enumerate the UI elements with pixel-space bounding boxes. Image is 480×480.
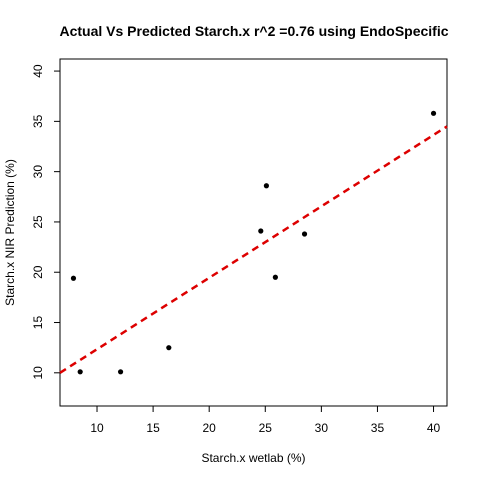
y-tick-label: 10 <box>31 366 45 380</box>
y-tick-label: 15 <box>31 316 45 330</box>
data-point <box>77 369 83 375</box>
x-axis-label: Starch.x wetlab (%) <box>201 451 305 465</box>
data-point <box>263 183 269 189</box>
x-axis: 10 15 20 25 30 35 40 <box>90 406 441 435</box>
data-point <box>258 228 264 234</box>
y-tick-label: 25 <box>31 215 45 229</box>
y-axis: 10 15 20 25 30 35 40 <box>31 64 60 379</box>
data-point <box>430 110 437 116</box>
x-tick-label: 30 <box>315 421 329 435</box>
data-point <box>70 275 77 281</box>
plot-area-border <box>59 58 448 407</box>
y-tick-label: 40 <box>31 64 45 78</box>
y-tick-label: 35 <box>31 114 45 128</box>
x-tick-label: 40 <box>427 421 441 435</box>
x-tick-label: 15 <box>146 421 160 435</box>
x-tick-label: 20 <box>203 421 217 435</box>
chart-title: Actual Vs Predicted Starch.x r^2 =0.76 u… <box>59 23 448 39</box>
y-axis-label: Starch.x NIR Prediction (%) <box>3 159 17 306</box>
y-tick-label: 30 <box>31 165 45 179</box>
regression-line <box>59 125 448 374</box>
data-points <box>70 110 437 375</box>
data-point <box>166 345 172 351</box>
data-point <box>301 231 308 237</box>
x-tick-label: 10 <box>90 421 104 435</box>
x-tick-label: 25 <box>259 421 273 435</box>
data-point <box>272 274 278 280</box>
x-tick-label: 35 <box>371 421 385 435</box>
y-tick-label: 20 <box>31 265 45 279</box>
data-point <box>117 369 124 375</box>
